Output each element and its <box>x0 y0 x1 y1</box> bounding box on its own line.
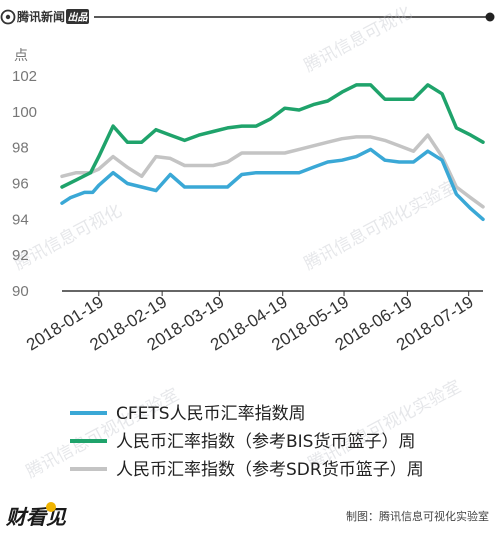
series-line-sdr <box>60 133 485 209</box>
y-tick-label: 98 <box>12 140 29 157</box>
y-ticks: 90 92 94 96 98 100 102 <box>12 68 37 300</box>
series-lines <box>60 83 485 222</box>
legend-label-sdr: 人民币汇率指数（参考SDR货币篮子）周 <box>116 460 424 480</box>
y-tick-label: 102 <box>12 68 37 85</box>
tencent-news-logo-icon <box>0 9 16 25</box>
footer: 财看见 制图：腾讯信息可视化实验室 <box>5 502 489 529</box>
legend-label-cfets: CFETS人民币汇率指数周 <box>116 404 306 424</box>
brand-name: 腾讯新闻 <box>16 9 65 24</box>
y-tick-label: 94 <box>12 211 29 228</box>
brand-badge: 出品 <box>68 12 89 24</box>
y-axis-unit-label: 点 <box>14 48 28 64</box>
axes: 点 <box>14 48 483 292</box>
watermark: 腾讯信息可视化实验室 <box>301 177 460 274</box>
header: 腾讯新闻 出品 <box>0 9 495 25</box>
tencent-news-logo-dot <box>5 14 11 20</box>
brand-badge-bg <box>66 9 89 24</box>
y-tick-label: 100 <box>12 104 37 121</box>
legend: CFETS人民币汇率指数周 人民币汇率指数（参考BIS货币篮子）周 人民币汇率指… <box>70 404 424 480</box>
watermark: 腾讯信息可视化 <box>301 3 415 77</box>
y-tick-label: 96 <box>12 175 29 192</box>
caikanjian-logo: 财看见 <box>5 505 67 529</box>
series-line-cfets <box>60 147 485 222</box>
caikanjian-logo-accent <box>46 502 56 512</box>
series-line-bis <box>60 83 485 189</box>
x-ticks: 2018-01-192018-02-192018-03-192018-04-19… <box>23 291 477 354</box>
header-rule-dot <box>485 12 495 22</box>
legend-label-bis: 人民币汇率指数（参考BIS货币篮子）周 <box>116 432 415 452</box>
credit-text: 制图：腾讯信息可视化实验室 <box>346 509 489 523</box>
y-tick-label: 92 <box>12 247 29 264</box>
y-tick-label: 90 <box>12 283 29 300</box>
